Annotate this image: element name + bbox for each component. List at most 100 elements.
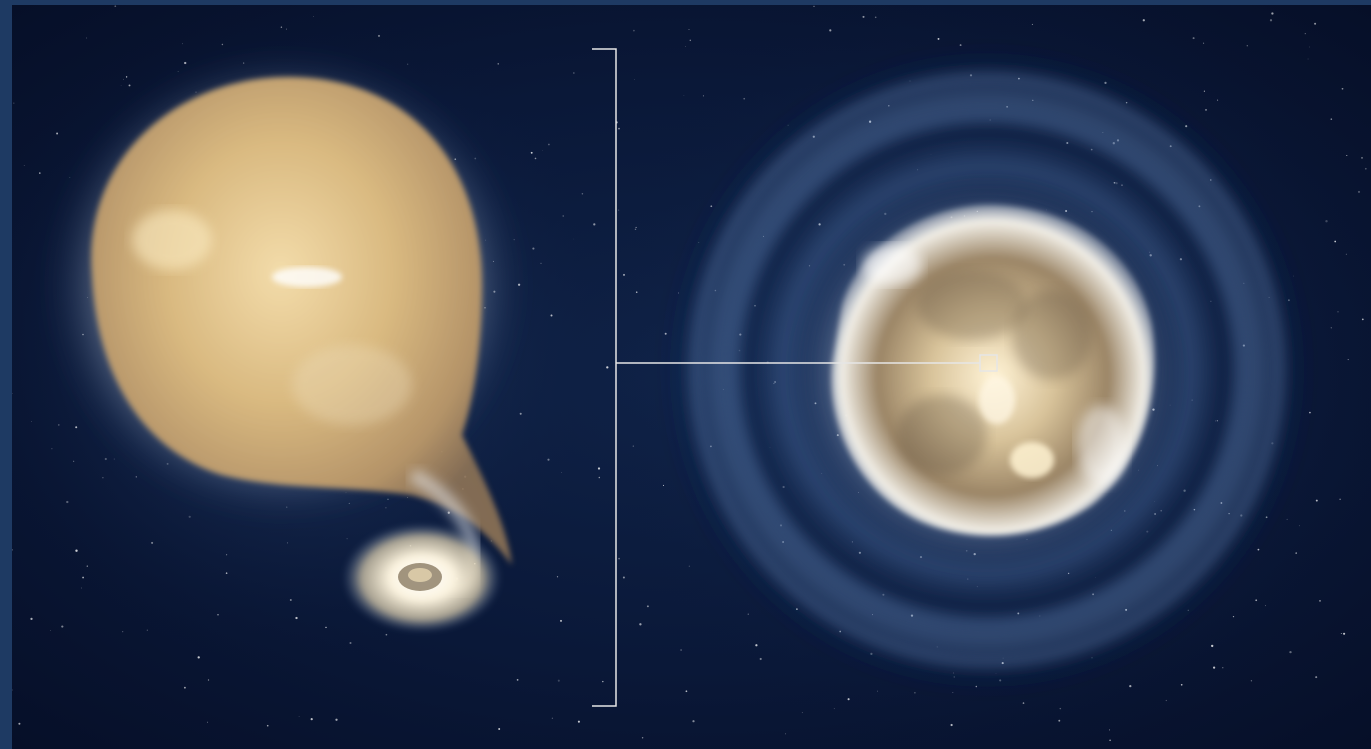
star	[12, 689, 13, 691]
star	[1217, 99, 1219, 101]
star	[66, 500, 69, 504]
star	[562, 215, 564, 217]
star	[1347, 359, 1349, 361]
star	[1330, 118, 1333, 120]
star	[184, 61, 187, 65]
star	[266, 724, 269, 727]
star	[559, 619, 563, 622]
star	[1289, 650, 1292, 654]
star	[1211, 644, 1214, 648]
star	[688, 565, 690, 567]
star	[226, 554, 228, 556]
star	[225, 572, 228, 574]
star	[1058, 719, 1061, 722]
star	[602, 680, 604, 683]
star	[540, 262, 542, 265]
star	[1345, 253, 1347, 255]
red-giant-star	[49, 55, 519, 594]
star	[289, 599, 292, 601]
star	[680, 649, 683, 651]
star	[349, 641, 352, 645]
star	[618, 557, 620, 560]
star	[122, 631, 124, 633]
star	[593, 223, 596, 226]
star	[534, 157, 537, 160]
star	[635, 291, 638, 293]
white-dwarf-companion	[342, 523, 502, 633]
star	[295, 616, 298, 620]
star	[217, 614, 219, 616]
star	[1203, 90, 1205, 92]
star	[847, 698, 850, 701]
star	[75, 549, 78, 552]
star	[702, 95, 704, 97]
star	[1022, 702, 1025, 704]
star	[877, 690, 878, 692]
star	[1341, 87, 1344, 90]
star	[573, 72, 575, 74]
star	[561, 472, 563, 473]
star	[120, 85, 122, 86]
star	[1307, 58, 1309, 60]
star	[646, 605, 649, 608]
star	[557, 679, 560, 682]
star	[197, 656, 200, 659]
star	[1337, 311, 1339, 313]
star	[183, 686, 186, 689]
star	[51, 448, 53, 450]
star	[407, 497, 408, 498]
star	[146, 629, 148, 631]
star	[151, 541, 154, 544]
star	[581, 192, 584, 195]
star	[31, 421, 32, 422]
star	[550, 314, 553, 317]
star	[833, 708, 835, 710]
star	[207, 679, 210, 681]
star	[1165, 699, 1167, 702]
star	[313, 16, 314, 18]
star	[298, 716, 300, 717]
star	[377, 34, 381, 37]
star	[61, 625, 64, 628]
star	[102, 477, 104, 479]
star	[387, 498, 389, 500]
star	[82, 576, 85, 579]
star	[577, 720, 580, 723]
star	[1298, 525, 1300, 527]
star	[1304, 33, 1306, 35]
star	[497, 63, 499, 65]
star	[39, 172, 41, 174]
star	[516, 679, 519, 681]
star	[1343, 632, 1346, 635]
star	[1295, 552, 1297, 554]
star	[221, 43, 224, 46]
star	[1192, 37, 1195, 40]
star	[573, 238, 575, 240]
star	[23, 165, 25, 166]
star	[862, 15, 865, 18]
star	[128, 84, 131, 87]
star	[618, 127, 620, 130]
star	[1271, 12, 1274, 15]
star	[519, 412, 522, 415]
star	[325, 626, 327, 629]
star	[188, 515, 191, 518]
star	[633, 29, 635, 32]
star	[207, 721, 208, 723]
star	[634, 79, 636, 80]
star	[632, 445, 634, 447]
star	[1180, 683, 1183, 686]
star	[556, 576, 559, 578]
star	[280, 26, 283, 28]
star	[1315, 676, 1318, 679]
star	[50, 630, 51, 631]
star	[1129, 684, 1132, 688]
star	[1213, 666, 1216, 669]
star	[662, 484, 665, 486]
space-scene	[12, 5, 1371, 749]
star	[80, 587, 82, 589]
scene-illustration	[12, 5, 1371, 749]
star	[1309, 46, 1310, 48]
callout-target-box	[979, 354, 998, 372]
